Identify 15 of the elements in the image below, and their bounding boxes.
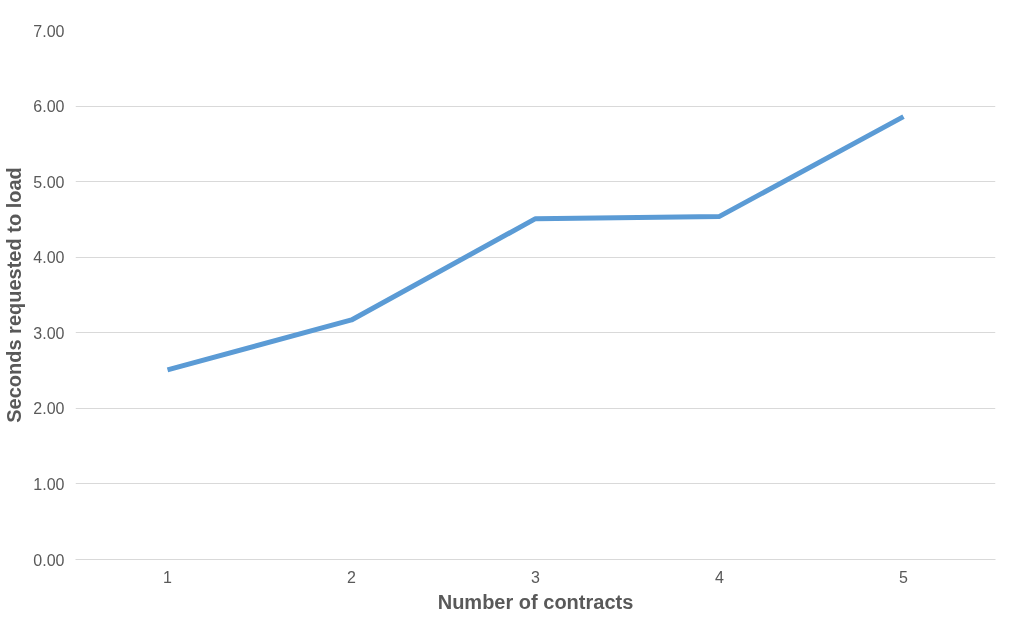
y-tick-label: 3.00 bbox=[33, 324, 65, 342]
x-tick-label: 5 bbox=[899, 568, 909, 586]
y-tick-label: 7.00 bbox=[33, 22, 65, 40]
y-tick-label: 6.00 bbox=[33, 98, 65, 116]
y-tick-label: 0.00 bbox=[33, 551, 65, 569]
x-tick-label: 4 bbox=[715, 568, 725, 586]
y-tick-label: 2.00 bbox=[33, 400, 65, 418]
y-tick-label: 5.00 bbox=[33, 173, 65, 191]
x-axis-title: Number of contracts bbox=[437, 590, 634, 613]
y-tick-label: 4.00 bbox=[33, 249, 65, 267]
x-tick-label: 3 bbox=[531, 568, 541, 586]
y-axis-title: Seconds requested to load bbox=[3, 167, 26, 423]
x-tick-label: 1 bbox=[163, 568, 173, 586]
x-tick-label: 2 bbox=[347, 568, 357, 586]
y-tick-label: 1.00 bbox=[33, 475, 65, 493]
